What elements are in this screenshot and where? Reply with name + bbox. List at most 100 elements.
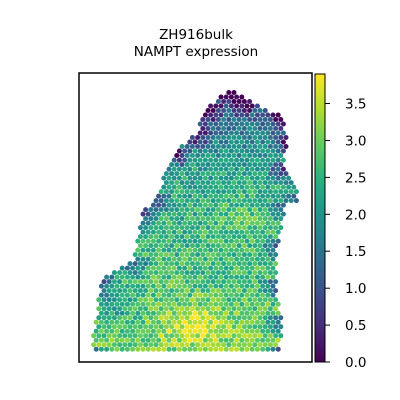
tissue-spot: [210, 126, 216, 131]
tissue-spot: [187, 238, 193, 244]
tissue-spot: [114, 292, 120, 298]
tissue-spot: [267, 342, 273, 348]
tissue-spot: [169, 270, 175, 276]
tissue-spot: [241, 144, 247, 149]
tissue-spot: [197, 139, 203, 145]
tissue-spot: [283, 180, 289, 186]
tissue-spot: [143, 234, 149, 240]
tissue-spot: [270, 310, 276, 316]
tissue-spot: [156, 319, 162, 325]
tissue-spot: [249, 319, 255, 325]
tissue-spot: [236, 99, 242, 104]
tissue-spot: [150, 319, 156, 325]
tissue-spot: [205, 189, 211, 195]
tissue-spot: [218, 283, 224, 289]
tissue-spot: [137, 324, 143, 330]
tissue-spot: [213, 229, 219, 235]
tissue-spot: [215, 243, 221, 249]
tissue-spot: [247, 333, 253, 339]
tissue-spot: [270, 346, 276, 352]
tissue-spot: [254, 193, 260, 199]
tissue-spot: [223, 112, 229, 118]
tissue-spot: [150, 202, 156, 208]
tissue-spot: [171, 319, 177, 325]
tissue-spot: [169, 306, 175, 312]
tissue-spot: [226, 261, 232, 267]
tissue-spot: [132, 270, 138, 276]
tissue-spot: [195, 144, 201, 149]
tissue-spot: [197, 238, 203, 244]
tissue-spot: [241, 270, 247, 276]
tissue-spot: [249, 166, 255, 172]
tissue-spot: [254, 247, 260, 253]
tissue-spot: [239, 157, 245, 163]
tissue-spot: [257, 261, 263, 267]
tissue-spot: [247, 261, 253, 267]
tissue-spot: [213, 175, 219, 181]
tissue-spot: [111, 306, 117, 312]
tissue-spot: [161, 229, 167, 235]
tissue-spot: [182, 202, 188, 208]
tissue-spot: [130, 337, 136, 343]
tissue-spot: [101, 288, 107, 294]
tissue-spot: [192, 202, 198, 208]
tissue-spot: [143, 297, 149, 303]
tissue-spot: [249, 292, 255, 298]
tissue-spot: [210, 162, 216, 168]
tissue-spot: [254, 310, 260, 316]
tissue-spot: [208, 346, 214, 352]
tissue-spot: [148, 207, 154, 213]
tissue-spot: [189, 180, 195, 186]
tissue-spot: [210, 153, 216, 158]
tissue-spot: [189, 135, 195, 140]
tissue-spot: [130, 301, 136, 307]
tissue-spot: [104, 337, 110, 343]
tissue-spot: [223, 238, 229, 244]
tissue-spot: [273, 180, 279, 186]
tissue-spot: [260, 175, 266, 181]
tissue-spot: [257, 153, 263, 158]
tissue-spot: [265, 202, 271, 208]
tissue-spot: [192, 157, 198, 163]
tissue-spot: [192, 139, 198, 145]
tissue-spot: [187, 328, 193, 334]
tissue-spot: [278, 117, 284, 122]
tissue-spot: [195, 261, 201, 267]
tissue-spot: [122, 324, 128, 330]
tissue-spot: [210, 279, 216, 285]
tissue-spot: [176, 148, 182, 154]
tissue-spot: [260, 112, 266, 118]
tissue-spot: [257, 243, 263, 249]
tissue-spot: [163, 297, 169, 303]
tissue-spot: [231, 117, 237, 122]
spots-layer: [91, 90, 299, 352]
tissue-spot: [195, 234, 201, 240]
tissue-spot: [239, 229, 245, 235]
tissue-spot: [226, 216, 232, 222]
tissue-spot: [228, 139, 234, 145]
tissue-spot: [210, 234, 216, 240]
tissue-spot: [236, 252, 242, 258]
tissue-spot: [130, 292, 136, 298]
tissue-spot: [158, 270, 164, 276]
tissue-spot: [267, 306, 273, 312]
tissue-spot: [228, 337, 234, 343]
tissue-spot: [231, 162, 237, 168]
tissue-spot: [218, 238, 224, 244]
tissue-spot: [182, 292, 188, 298]
tissue-spot: [195, 297, 201, 303]
tissue-spot: [145, 211, 151, 217]
tissue-spot: [254, 175, 260, 181]
tissue-spot: [239, 121, 245, 127]
tissue-spot: [252, 252, 258, 258]
tissue-spot: [182, 220, 188, 226]
tissue-spot: [226, 279, 232, 285]
tissue-spot: [262, 333, 268, 339]
tissue-spot: [239, 175, 245, 181]
tissue-spot: [210, 171, 216, 177]
tissue-spot: [132, 333, 138, 339]
tissue-spot: [241, 189, 247, 195]
tissue-spot: [278, 153, 284, 158]
tissue-spot: [265, 337, 271, 343]
tissue-spot: [213, 274, 219, 280]
